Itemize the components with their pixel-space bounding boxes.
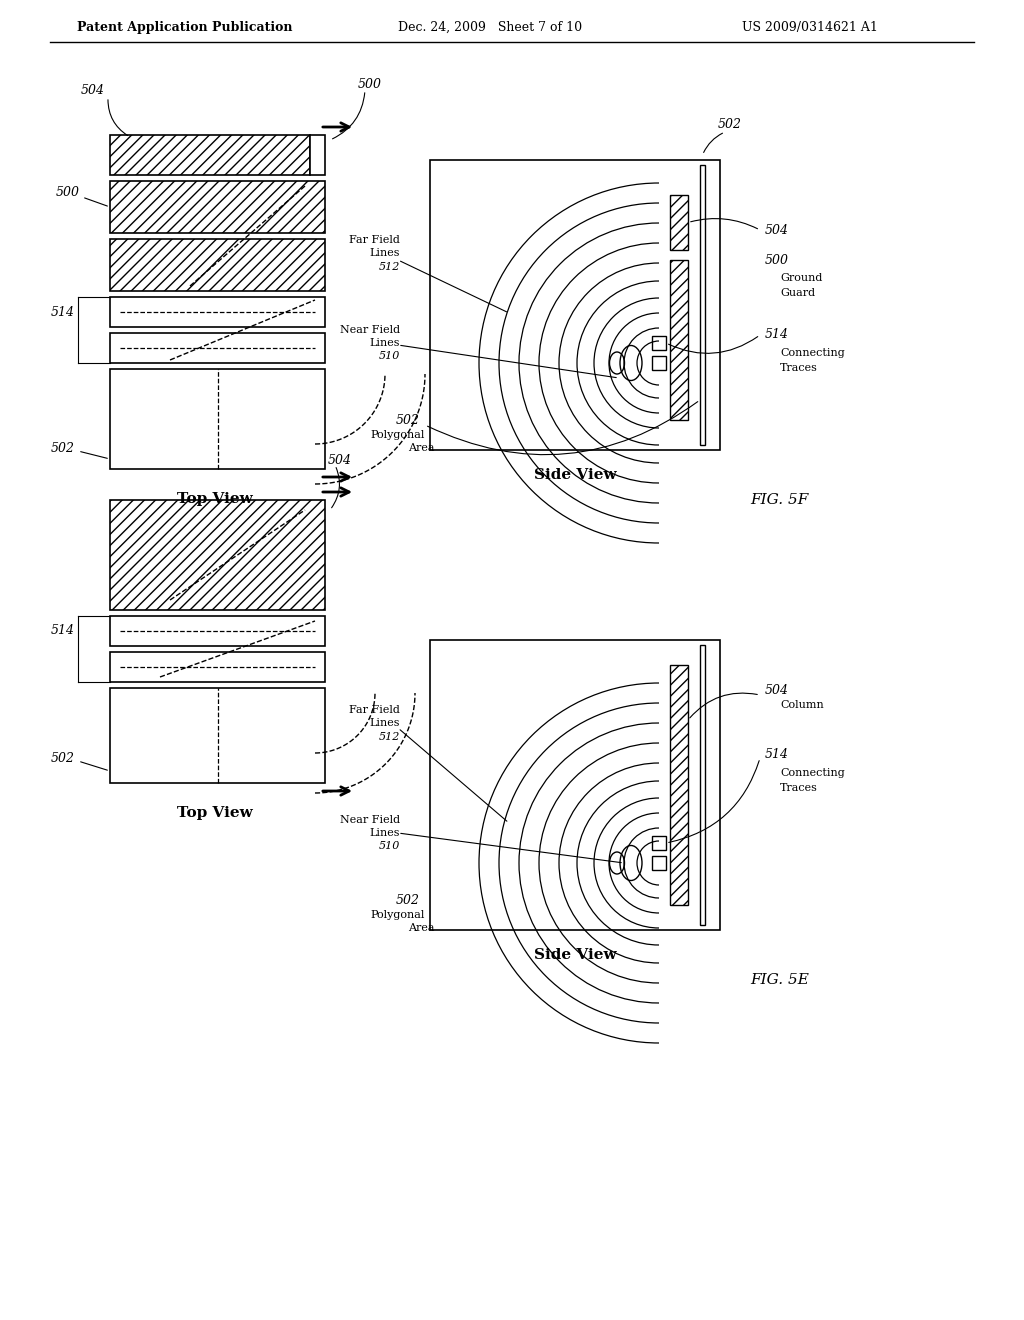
Bar <box>110 297 325 327</box>
Text: Polygonal: Polygonal <box>371 430 425 440</box>
Text: 514: 514 <box>51 624 75 638</box>
Text: Ground: Ground <box>780 273 822 282</box>
Bar <box>652 356 666 370</box>
Bar <box>110 370 325 469</box>
Text: Far Field: Far Field <box>349 705 400 715</box>
Text: US 2009/0314621 A1: US 2009/0314621 A1 <box>742 21 878 33</box>
Text: Far Field: Far Field <box>349 235 400 246</box>
Text: 500: 500 <box>56 186 80 198</box>
Text: FIG. 5E: FIG. 5E <box>750 973 809 987</box>
Text: Patent Application Publication: Patent Application Publication <box>77 21 293 33</box>
Bar <box>110 616 325 645</box>
Text: Connecting: Connecting <box>780 768 845 777</box>
Text: Top View: Top View <box>177 807 253 820</box>
Text: Lines: Lines <box>370 718 400 729</box>
Bar <box>652 855 666 870</box>
Text: 502: 502 <box>51 442 75 455</box>
Bar <box>110 239 325 290</box>
Bar <box>652 836 666 850</box>
Text: 514: 514 <box>765 748 790 762</box>
Text: Lines: Lines <box>370 338 400 348</box>
Text: 502: 502 <box>718 119 742 132</box>
Bar <box>110 500 325 610</box>
Text: Traces: Traces <box>780 783 818 793</box>
Bar <box>670 260 688 420</box>
Text: Area: Area <box>409 923 435 933</box>
Bar <box>110 652 325 682</box>
Text: Polygonal: Polygonal <box>371 909 425 920</box>
Text: 514: 514 <box>765 329 790 342</box>
Text: Lines: Lines <box>370 828 400 838</box>
Text: Column: Column <box>780 700 823 710</box>
Text: FIG. 5F: FIG. 5F <box>750 492 808 507</box>
Text: 500: 500 <box>358 78 382 91</box>
Text: 512: 512 <box>379 261 400 272</box>
Text: Guard: Guard <box>780 288 815 298</box>
Bar <box>110 135 310 176</box>
Bar <box>310 135 325 176</box>
Text: 504: 504 <box>765 223 790 236</box>
Bar <box>700 165 705 445</box>
Text: Top View: Top View <box>177 492 253 506</box>
Text: 514: 514 <box>51 305 75 318</box>
Bar <box>110 181 325 234</box>
Text: Dec. 24, 2009   Sheet 7 of 10: Dec. 24, 2009 Sheet 7 of 10 <box>398 21 582 33</box>
Bar <box>110 333 325 363</box>
Text: 512: 512 <box>379 733 400 742</box>
Text: 504: 504 <box>765 684 790 697</box>
Text: 510: 510 <box>379 351 400 360</box>
Text: Connecting: Connecting <box>780 348 845 358</box>
Bar <box>430 160 720 450</box>
Text: Side View: Side View <box>534 469 616 482</box>
Bar <box>700 645 705 925</box>
Bar <box>430 640 720 931</box>
Bar <box>670 195 688 249</box>
Text: 510: 510 <box>379 841 400 851</box>
Text: 500: 500 <box>765 253 790 267</box>
Text: 502: 502 <box>396 894 420 907</box>
Text: 502: 502 <box>396 413 420 426</box>
Text: 504: 504 <box>328 454 352 466</box>
Text: Traces: Traces <box>780 363 818 374</box>
Text: Lines: Lines <box>370 248 400 257</box>
Bar <box>110 688 325 783</box>
Bar <box>652 337 666 350</box>
Bar <box>670 665 688 906</box>
Text: Area: Area <box>409 444 435 453</box>
Text: Side View: Side View <box>534 948 616 962</box>
Text: Near Field: Near Field <box>340 814 400 825</box>
Text: Near Field: Near Field <box>340 325 400 335</box>
Text: 504: 504 <box>81 83 105 96</box>
Text: 502: 502 <box>51 751 75 764</box>
